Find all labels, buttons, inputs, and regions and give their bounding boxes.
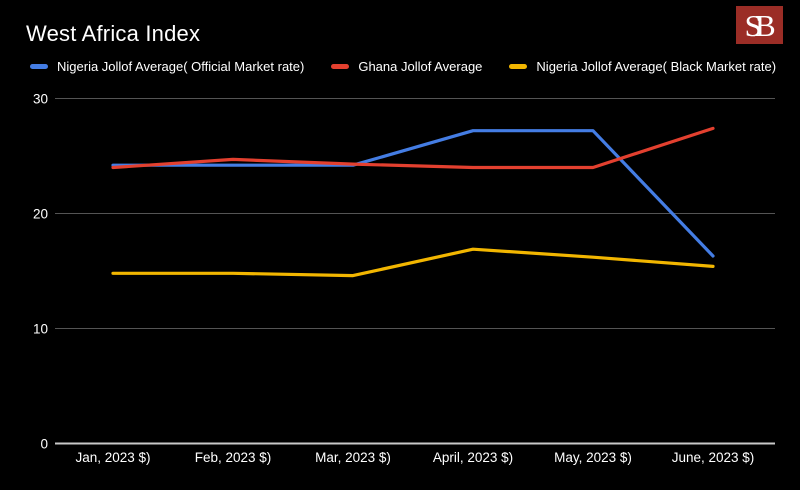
legend-item-nigeria-black-market: Nigeria Jollof Average( Black Market rat… <box>509 59 776 74</box>
x-tick-label: May, 2023 $) <box>554 450 632 465</box>
sb-logo: SB <box>736 6 783 44</box>
legend-label: Ghana Jollof Average <box>358 59 483 74</box>
page-title: West Africa Index <box>26 21 201 46</box>
chart-legend: Nigeria Jollof Average( Official Market … <box>30 59 780 74</box>
x-tick-label: Jan, 2023 $) <box>75 450 150 465</box>
legend-label: Nigeria Jollof Average( Black Market rat… <box>536 59 777 74</box>
x-tick-label: April, 2023 $) <box>433 450 513 465</box>
sb-logo-text: SB <box>744 7 776 43</box>
x-tick-label: June, 2023 $) <box>672 450 755 465</box>
y-tick-label: 20 <box>33 207 48 222</box>
x-tick-label: Mar, 2023 $) <box>315 450 391 465</box>
legend-swatch-red-icon <box>331 64 350 69</box>
legend-label: Nigeria Jollof Average( Official Market … <box>57 59 305 74</box>
y-tick-label: 30 <box>33 92 48 107</box>
legend-swatch-blue-icon <box>30 64 48 69</box>
x-tick-label: Feb, 2023 $) <box>195 450 272 465</box>
legend-swatch-yellow-icon <box>509 64 528 69</box>
series-line <box>111 126 715 170</box>
legend-item-nigeria-official: Nigeria Jollof Average( Official Market … <box>30 59 304 74</box>
y-tick-label: 0 <box>40 437 48 452</box>
legend-item-ghana: Ghana Jollof Average <box>331 59 482 74</box>
y-tick-label: 10 <box>33 322 48 337</box>
series-line <box>111 129 715 258</box>
series-line <box>111 247 715 278</box>
